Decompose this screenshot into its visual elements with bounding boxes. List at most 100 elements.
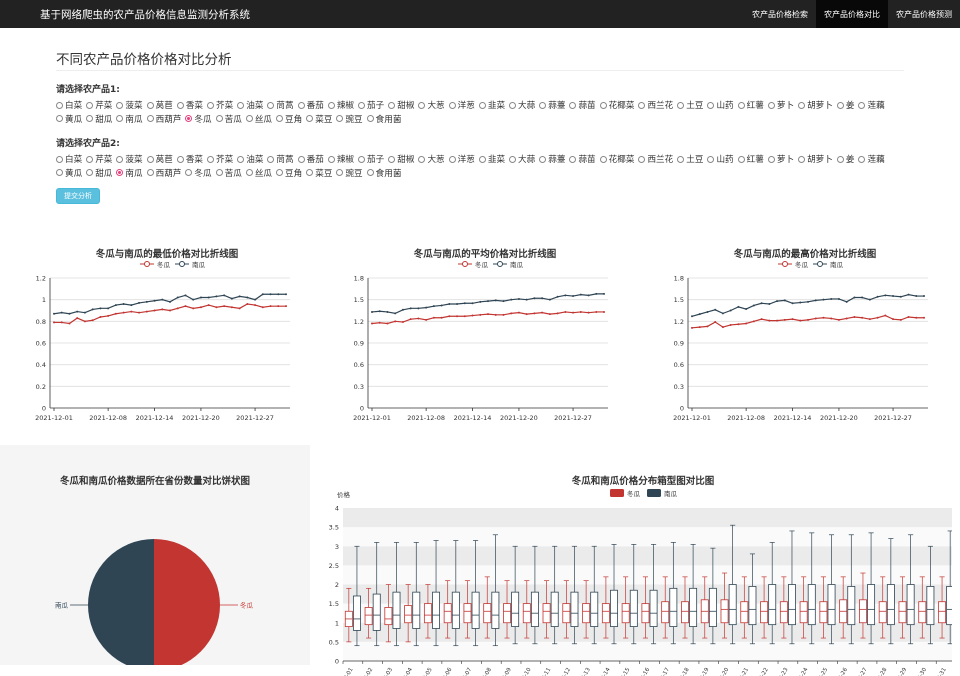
product1-option[interactable]: 芥菜 xyxy=(207,100,233,114)
product1-radio[interactable] xyxy=(185,115,193,122)
product1-radio[interactable] xyxy=(237,101,245,109)
product2-option[interactable]: 甜瓜 xyxy=(86,168,112,182)
product2-radio[interactable] xyxy=(798,155,806,163)
nav-price-compare[interactable]: 农产品价格对比 xyxy=(816,0,888,28)
product2-radio[interactable] xyxy=(539,155,547,163)
product2-option[interactable]: 油菜 xyxy=(237,154,263,168)
product2-option[interactable]: 冬瓜 xyxy=(185,168,212,182)
product2-radio[interactable] xyxy=(146,169,154,176)
product2-radio[interactable] xyxy=(478,155,486,163)
product2-radio[interactable] xyxy=(767,155,775,163)
product1-option[interactable]: 豆角 xyxy=(276,114,302,128)
product1-option[interactable]: 甜瓜 xyxy=(86,114,112,128)
product1-radio[interactable] xyxy=(207,101,215,109)
product2-radio[interactable] xyxy=(116,169,124,176)
product2-radio[interactable] xyxy=(737,155,745,163)
product2-radio[interactable] xyxy=(388,155,396,163)
product2-option[interactable]: 南瓜 xyxy=(116,168,143,182)
product1-option[interactable]: 萝卜 xyxy=(767,100,794,114)
product2-option[interactable]: 苦瓜 xyxy=(215,168,242,182)
nav-price-forecast[interactable]: 农产品价格预测 xyxy=(896,9,952,19)
product1-option[interactable]: 西葫芦 xyxy=(146,114,181,128)
product2-option[interactable]: 黄瓜 xyxy=(56,168,82,182)
product1-radio[interactable] xyxy=(146,115,154,122)
product1-option[interactable]: 土豆 xyxy=(677,100,703,114)
product2-option[interactable]: 芥菜 xyxy=(207,154,233,168)
product1-option[interactable]: 丝瓜 xyxy=(245,114,272,128)
product1-radio[interactable] xyxy=(267,101,275,109)
product1-option[interactable]: 冬瓜 xyxy=(185,114,212,128)
product2-radio[interactable] xyxy=(336,169,344,176)
product2-radio[interactable] xyxy=(215,169,223,176)
product2-radio[interactable] xyxy=(56,169,63,176)
product2-option[interactable]: 萝卜 xyxy=(767,154,794,168)
product1-option[interactable]: 蒜苗 xyxy=(569,100,596,114)
product2-option[interactable]: 茄子 xyxy=(358,154,384,168)
product1-radio[interactable] xyxy=(215,115,223,122)
nav-price-search[interactable]: 农产品价格检索 xyxy=(752,9,808,19)
product1-radio[interactable] xyxy=(86,101,94,109)
product2-radio[interactable] xyxy=(638,155,646,163)
product1-radio[interactable] xyxy=(448,101,456,109)
product2-radio[interactable] xyxy=(245,169,253,176)
product1-radio[interactable] xyxy=(569,101,577,109)
product1-radio[interactable] xyxy=(388,101,396,109)
product2-radio[interactable] xyxy=(146,155,154,163)
product1-option[interactable]: 芹菜 xyxy=(86,100,112,114)
product2-radio[interactable] xyxy=(185,169,193,176)
product2-option[interactable]: 菠菜 xyxy=(116,154,143,168)
product2-option[interactable]: 花椰菜 xyxy=(599,154,634,168)
product2-option[interactable]: 大葱 xyxy=(418,154,445,168)
product2-radio[interactable] xyxy=(237,155,245,163)
product2-option[interactable]: 姜 xyxy=(836,154,854,168)
product2-radio[interactable] xyxy=(267,155,275,163)
product1-option[interactable]: 白菜 xyxy=(56,100,82,114)
product2-radio[interactable] xyxy=(707,155,715,163)
product2-radio[interactable] xyxy=(86,155,94,163)
product2-option[interactable]: 山药 xyxy=(707,154,734,168)
product2-option[interactable]: 莴苣 xyxy=(146,154,173,168)
product2-option[interactable]: 西兰花 xyxy=(638,154,673,168)
product1-option[interactable]: 韭菜 xyxy=(478,100,505,114)
product2-option[interactable]: 芹菜 xyxy=(86,154,112,168)
product1-option[interactable]: 蒜薹 xyxy=(539,100,565,114)
product2-radio[interactable] xyxy=(176,155,184,163)
product1-radio[interactable] xyxy=(116,101,124,109)
product1-radio[interactable] xyxy=(836,101,844,109)
product2-option[interactable]: 韭菜 xyxy=(478,154,505,168)
product1-radio[interactable] xyxy=(358,101,366,109)
product1-option[interactable]: 黄瓜 xyxy=(56,114,82,128)
product2-radio[interactable] xyxy=(86,169,94,176)
product2-option[interactable]: 胡萝卜 xyxy=(798,154,833,168)
product2-option[interactable]: 白菜 xyxy=(56,154,82,168)
product2-radio[interactable] xyxy=(116,155,124,163)
product2-radio[interactable] xyxy=(599,155,607,163)
product1-option[interactable]: 菠菜 xyxy=(116,100,143,114)
product2-radio[interactable] xyxy=(56,155,63,163)
product1-option[interactable]: 莴苣 xyxy=(146,100,173,114)
product2-option[interactable]: 豌豆 xyxy=(336,168,363,182)
product2-radio[interactable] xyxy=(858,155,866,163)
product1-radio[interactable] xyxy=(599,101,607,109)
product2-option[interactable]: 茼蒿 xyxy=(267,154,294,168)
product1-option[interactable]: 洋葱 xyxy=(448,100,475,114)
product1-radio[interactable] xyxy=(638,101,646,109)
product2-radio[interactable] xyxy=(327,155,335,163)
product1-radio[interactable] xyxy=(539,101,547,109)
product1-option[interactable]: 大蒜 xyxy=(509,100,535,114)
product1-radio[interactable] xyxy=(276,115,284,122)
product1-radio[interactable] xyxy=(297,101,305,109)
product1-option[interactable]: 茄子 xyxy=(358,100,384,114)
product1-radio[interactable] xyxy=(86,115,94,122)
product1-option[interactable]: 山药 xyxy=(707,100,734,114)
product2-radio[interactable] xyxy=(677,155,685,163)
product2-option[interactable]: 蒜苗 xyxy=(569,154,596,168)
product2-radio[interactable] xyxy=(276,169,284,176)
product1-radio[interactable] xyxy=(146,101,154,109)
submit-analysis-button[interactable]: 提交分析 xyxy=(56,188,100,204)
product2-option[interactable]: 菜豆 xyxy=(306,168,332,182)
product2-option[interactable]: 红薯 xyxy=(737,154,764,168)
product1-radio[interactable] xyxy=(798,101,806,109)
product2-option[interactable]: 食用菌 xyxy=(366,168,401,182)
product2-option[interactable]: 西葫芦 xyxy=(146,168,181,182)
